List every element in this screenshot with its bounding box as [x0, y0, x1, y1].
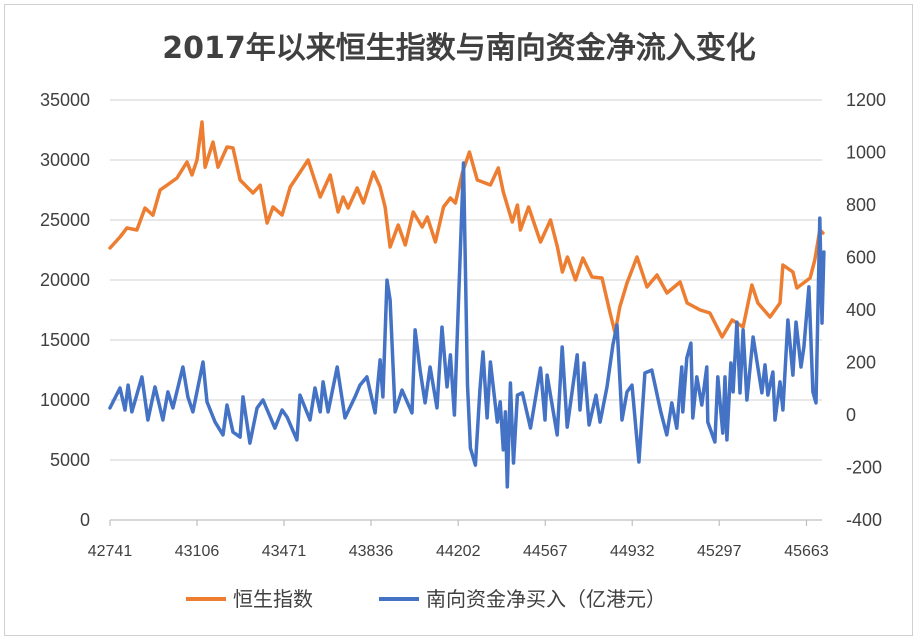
series-lines [108, 120, 826, 489]
x-tick-label: 44932 [610, 543, 655, 560]
y-left-tick-label: 20000 [40, 270, 90, 290]
y-left-tick-label: 15000 [40, 330, 90, 350]
y-left-tick-label: 0 [80, 510, 90, 530]
legend-label-hsi: 恒生指数 [233, 587, 313, 611]
legend-label-southbound: 南向资金净买入（亿港元） [426, 587, 666, 611]
y-right-tick-label: -200 [846, 458, 882, 478]
y-right-tick-label: -400 [846, 510, 882, 530]
x-tick-label: 43106 [175, 543, 220, 560]
axes: 05000100001500020000250003000035000-400-… [40, 90, 886, 560]
series-line-hsi [108, 120, 825, 339]
x-tick-label: 43836 [349, 543, 394, 560]
y-right-tick-label: 200 [846, 353, 876, 373]
x-tick-label: 44567 [523, 543, 568, 560]
series-line-southbound [108, 161, 826, 489]
y-right-tick-label: 600 [846, 248, 876, 268]
y-left-tick-label: 5000 [50, 450, 90, 470]
y-left-tick-label: 35000 [40, 90, 90, 110]
y-right-tick-label: 400 [846, 300, 876, 320]
x-tick-label: 42741 [88, 543, 133, 560]
x-tick-label: 45297 [697, 543, 742, 560]
chart-title: 2017年以来恒生指数与南向资金净流入变化 [162, 31, 756, 66]
y-left-tick-label: 30000 [40, 150, 90, 170]
y-left-tick-label: 10000 [40, 390, 90, 410]
x-tick-label: 45663 [784, 543, 829, 560]
y-right-tick-label: 1200 [846, 90, 886, 110]
y-left-tick-label: 25000 [40, 210, 90, 230]
y-right-tick-label: 0 [846, 405, 856, 425]
y-right-tick-label: 1000 [846, 143, 886, 163]
x-tick-label: 44202 [436, 543, 481, 560]
chart-frame [4, 4, 913, 636]
y-right-tick-label: 800 [846, 195, 876, 215]
x-tick-label: 43471 [262, 543, 307, 560]
legend: 恒生指数 南向资金净买入（亿港元） [186, 587, 666, 611]
